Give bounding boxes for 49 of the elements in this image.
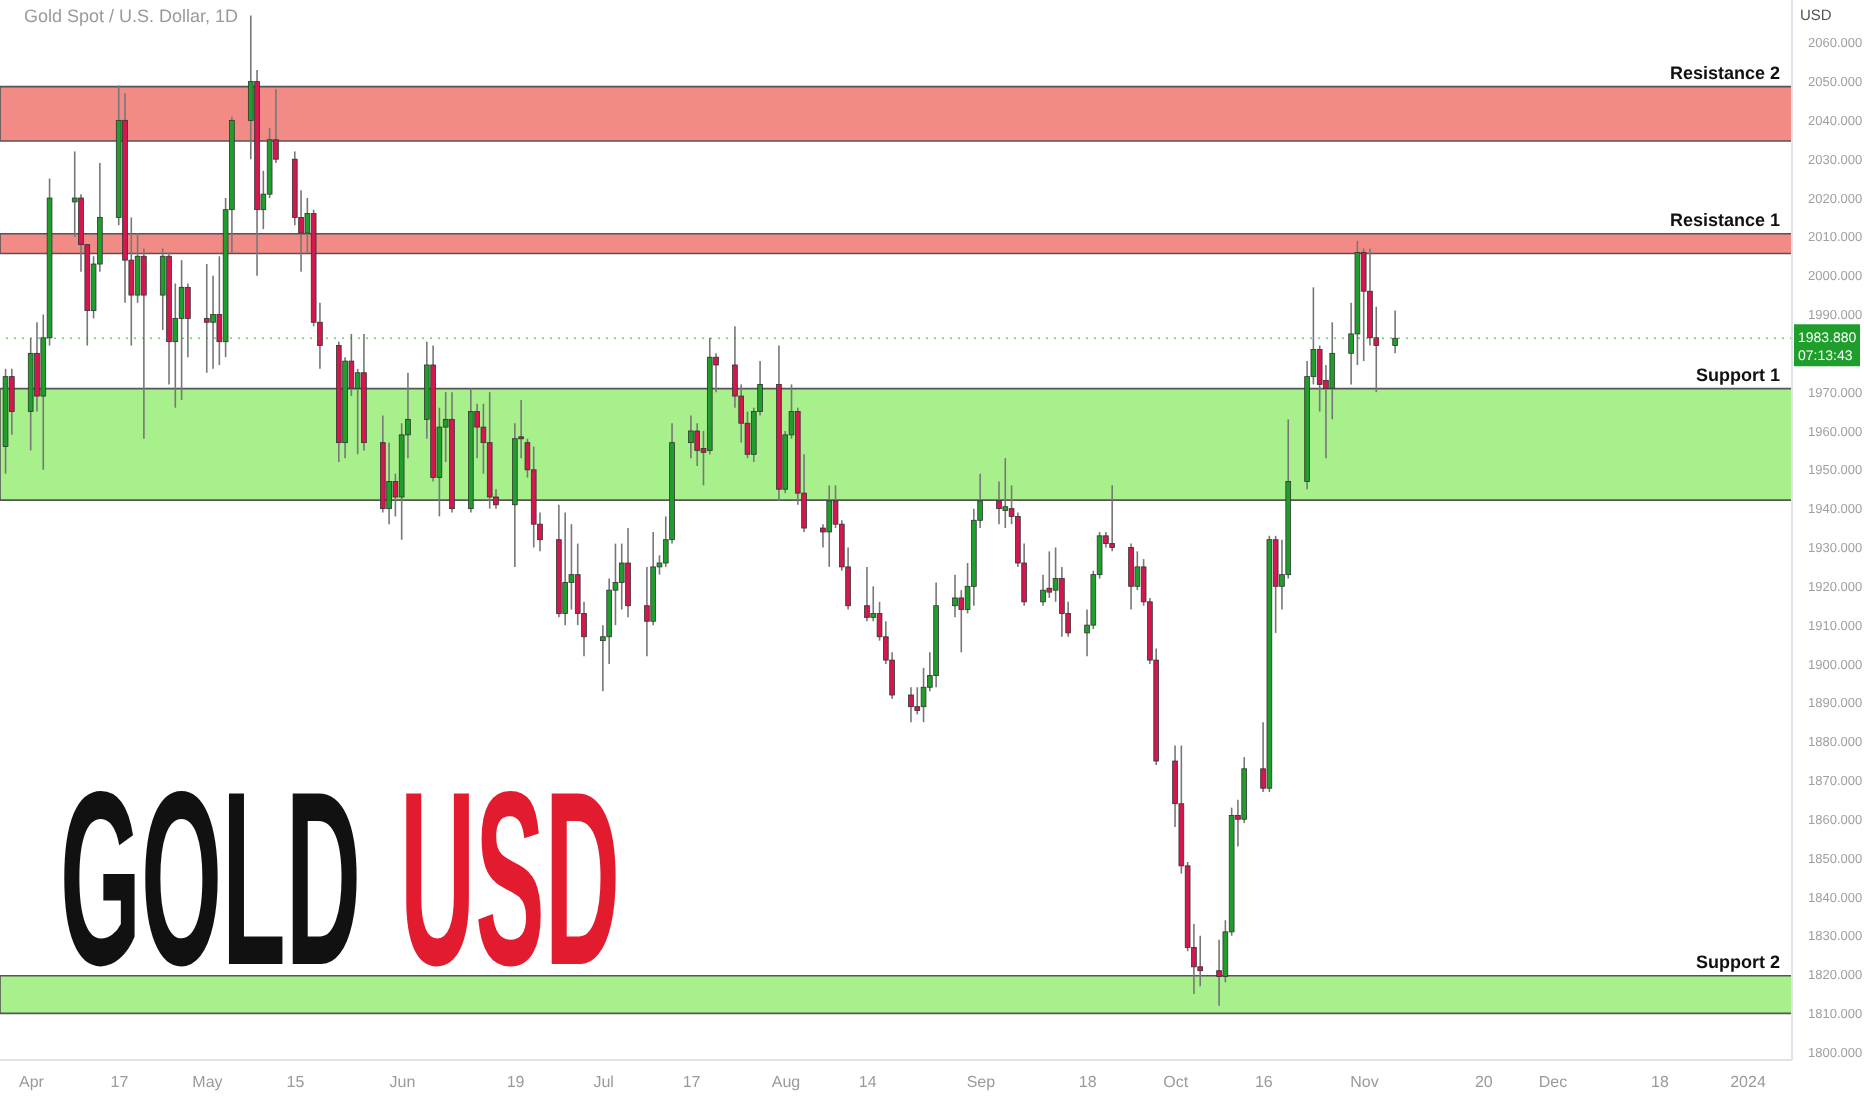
band-label: Resistance 1	[1669, 209, 1780, 230]
band-label: Support 1	[1696, 364, 1780, 385]
candlestick	[386, 441, 392, 525]
candlestick	[1392, 309, 1398, 355]
x-tick-label: Jun	[389, 1073, 416, 1092]
x-tick-label: 15	[286, 1073, 306, 1092]
x-tick-label: Dec	[1538, 1073, 1568, 1092]
candlestick	[34, 321, 40, 413]
candlestick	[826, 484, 833, 568]
x-tick-label: 16	[1254, 1073, 1274, 1092]
candlestick	[1046, 550, 1053, 599]
candlestick	[1109, 484, 1115, 553]
band-label: Support 2	[1696, 951, 1780, 972]
band-label: Resistance 2	[1669, 62, 1780, 83]
candlestick	[1002, 457, 1009, 529]
x-tick-label: Nov	[1350, 1073, 1379, 1092]
x-tick-label: Apr	[18, 1073, 45, 1092]
x-tick-label: Oct	[1163, 1073, 1190, 1092]
x-tick-label: May	[192, 1073, 223, 1092]
annotation: USD	[400, 742, 620, 1019]
chart-title: Gold Spot / U.S. Dollar, 1D	[24, 6, 239, 26]
candlestick	[952, 573, 958, 619]
candlestick	[688, 414, 694, 459]
candlestick	[864, 566, 870, 623]
x-tick-label: 17	[682, 1073, 702, 1092]
candlestick	[562, 511, 568, 626]
candlestick	[908, 686, 914, 723]
candlestick	[71, 150, 78, 238]
x-tick-label: 19	[506, 1073, 526, 1092]
x-tick-label: 18	[1078, 1073, 1098, 1092]
x-tick-label: 14	[858, 1073, 878, 1092]
annotation: GOLD	[60, 742, 361, 1019]
candlestick	[185, 282, 191, 359]
candlestick	[141, 247, 147, 440]
candlestick	[1128, 542, 1134, 611]
x-tick-label: 20	[1475, 1073, 1494, 1092]
candlestick	[354, 368, 361, 456]
candlestick	[203, 263, 210, 374]
x-tick-label: Aug	[771, 1073, 801, 1092]
x-tick-label: 2024	[1730, 1073, 1767, 1092]
x-tick-label: 17	[110, 1073, 130, 1092]
candlestick	[644, 566, 650, 657]
candlestick	[1360, 247, 1367, 362]
x-tick-label: 18	[1651, 1073, 1670, 1092]
x-tick-label: Jul	[593, 1073, 615, 1092]
candlestick	[178, 259, 185, 401]
candlestick	[625, 527, 631, 619]
candlestick	[1216, 938, 1222, 1007]
x-tick-label: Sep	[966, 1073, 997, 1092]
